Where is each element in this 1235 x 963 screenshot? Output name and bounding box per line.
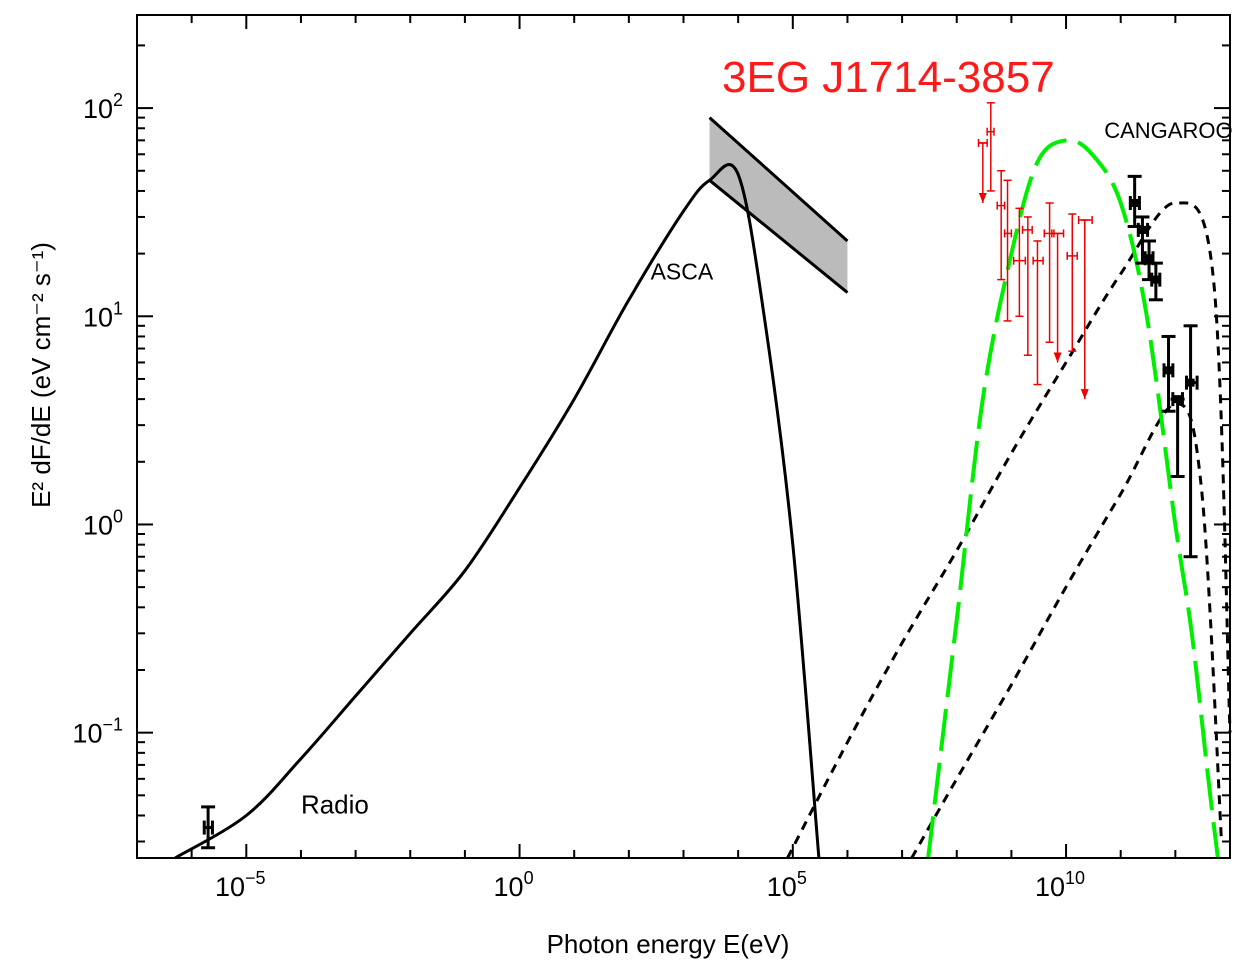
egret-data-point bbox=[977, 138, 988, 204]
data-marker bbox=[1151, 275, 1160, 284]
y-tick-label: 100 bbox=[83, 506, 123, 540]
y-tick-label: 10−1 bbox=[72, 715, 123, 749]
x-tick-label: 10−5 bbox=[215, 868, 266, 902]
asca-bowtie bbox=[709, 117, 848, 293]
x-tick-label: 105 bbox=[767, 868, 807, 902]
annotation-cangaroo: CANGAROO bbox=[1104, 118, 1232, 143]
data-marker bbox=[1145, 254, 1154, 263]
egret-data-point bbox=[1032, 240, 1044, 386]
y-tick-label: 102 bbox=[83, 90, 123, 124]
upper-limit-arrow bbox=[1080, 389, 1089, 400]
upper-limit-arrow bbox=[1053, 352, 1062, 363]
data-marker bbox=[1130, 199, 1139, 208]
egret-data-point bbox=[1077, 216, 1093, 400]
asca-bowtie-upper-edge bbox=[708, 116, 849, 243]
egret-data-point bbox=[1066, 213, 1078, 352]
egret-data-point bbox=[996, 170, 1006, 281]
egret-data-point bbox=[986, 102, 995, 192]
ic-model-lower-curve bbox=[910, 402, 1223, 859]
x-tick-label: 100 bbox=[494, 868, 534, 902]
data-marker bbox=[1138, 225, 1147, 234]
x-axis-label: Photon energy E(eV) bbox=[547, 929, 790, 959]
cangaroo-data-point bbox=[1161, 334, 1176, 413]
data-marker bbox=[1173, 395, 1182, 404]
annotation-radio: Radio bbox=[301, 789, 369, 819]
pion-decay-model-curve bbox=[926, 138, 1220, 859]
egret-data-point bbox=[1051, 229, 1065, 363]
radio-data-point bbox=[201, 805, 216, 850]
y-tick-label: 101 bbox=[83, 298, 123, 332]
egret-data-point bbox=[1003, 179, 1013, 322]
data-marker bbox=[1186, 378, 1195, 387]
annotation-asca: ASCA bbox=[651, 259, 714, 285]
data-marker bbox=[1164, 366, 1173, 375]
cangaroo-data-point bbox=[1183, 324, 1199, 559]
cangaroo-data-point bbox=[1142, 239, 1157, 282]
cangaroo-data-point bbox=[1127, 174, 1142, 228]
x-tick-label: 1010 bbox=[1035, 868, 1085, 902]
upper-limit-arrow bbox=[978, 193, 987, 204]
chart-title: 3EG J1714-3857 bbox=[722, 53, 1055, 102]
cangaroo-data-point bbox=[1148, 261, 1163, 302]
asca-bowtie-lower-edge bbox=[708, 179, 849, 294]
ic-model-upper-curve bbox=[786, 201, 1232, 859]
y-axis-label: E² dF/dE (eV cm⁻² s⁻¹) bbox=[26, 242, 56, 508]
egret-data-point bbox=[1043, 202, 1055, 344]
cangaroo-data-point bbox=[1170, 392, 1185, 478]
synchrotron-model-curve bbox=[174, 163, 821, 860]
egret-data-point bbox=[1021, 216, 1033, 356]
egret-data-point bbox=[1012, 207, 1027, 318]
